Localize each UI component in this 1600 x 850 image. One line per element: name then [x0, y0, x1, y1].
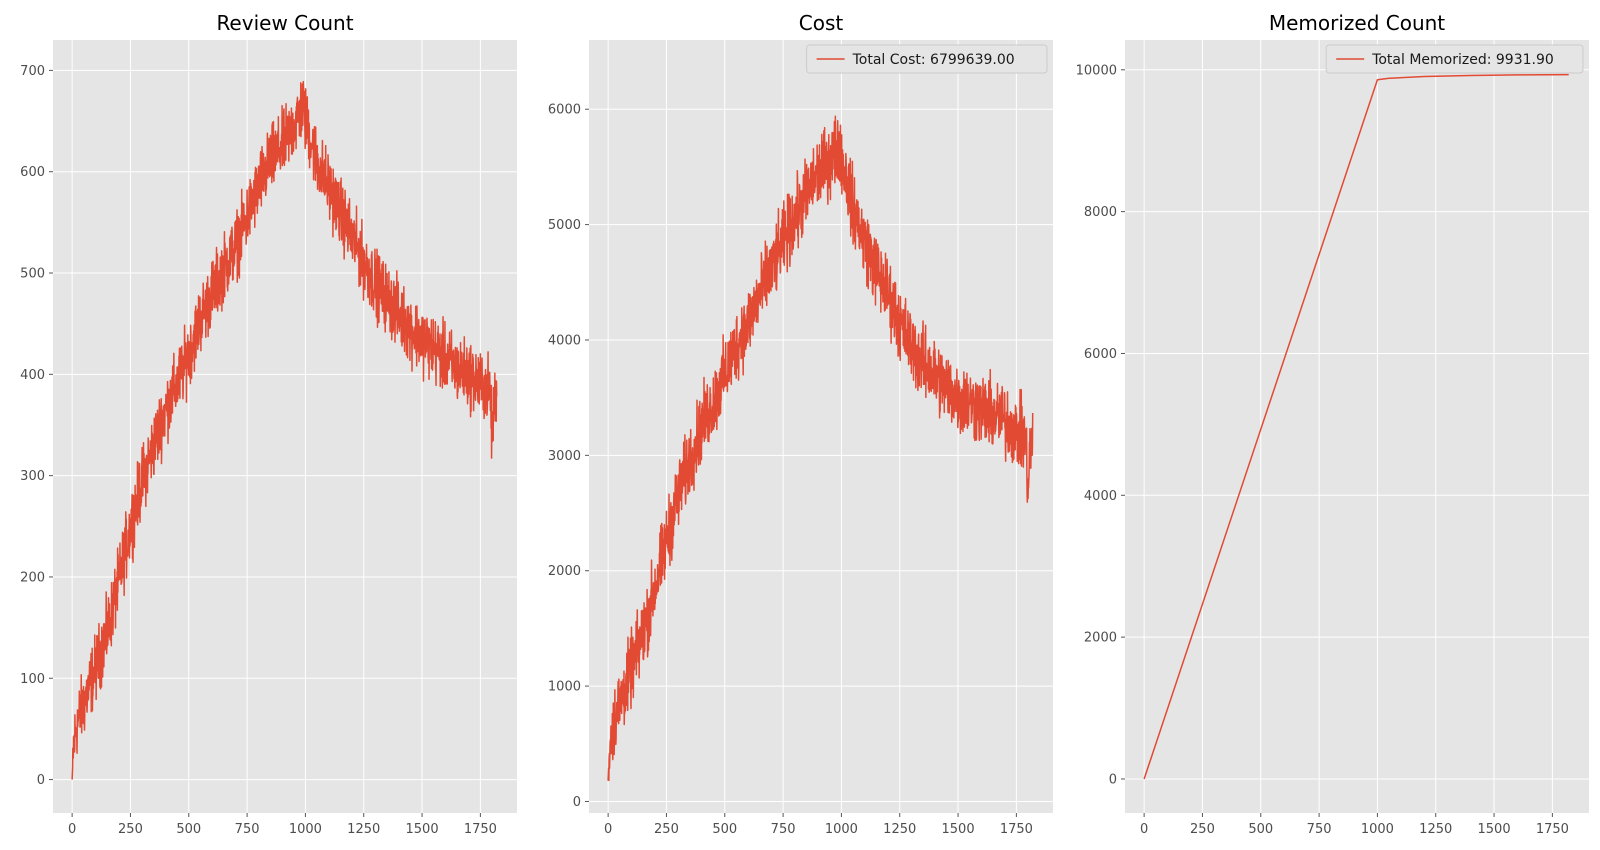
grid-lines	[1125, 40, 1589, 813]
x-tick-label: 1250	[347, 822, 380, 837]
y-tick-label: 2000	[548, 564, 581, 579]
y-tick-label: 4000	[548, 333, 581, 348]
legend-label: Total Memorized: 9931.90	[1371, 52, 1554, 68]
x-tick-label: 750	[235, 822, 260, 837]
y-tick-label: 100	[20, 672, 45, 687]
y-tick-label: 0	[1109, 772, 1117, 787]
x-tick-label: 1000	[825, 822, 858, 837]
x-tick-label: 750	[771, 822, 796, 837]
y-tick-label: 2000	[1084, 631, 1117, 646]
data-series	[1143, 73, 1569, 780]
x-tick-label: 1000	[289, 822, 322, 837]
chart-title: Memorized Count	[1269, 11, 1445, 35]
legend: Total Cost: 6799639.00	[806, 44, 1048, 74]
x-tick-label: 0	[604, 822, 612, 837]
y-tick-label: 300	[20, 469, 45, 484]
x-tick-label: 1500	[1478, 822, 1511, 837]
y-axis-ticks: 0 1000 2000 3000 4000 5000 6000	[548, 103, 589, 810]
x-tick-label: 1500	[406, 822, 439, 837]
plot-area	[1125, 40, 1589, 813]
legend-box	[1325, 44, 1584, 74]
x-tick-label: 1750	[1536, 822, 1569, 837]
data-series	[607, 115, 1034, 782]
x-tick-label: 250	[118, 822, 143, 837]
x-tick-label: 250	[654, 822, 679, 837]
y-tick-label: 8000	[1084, 205, 1117, 220]
data-series	[71, 80, 498, 780]
x-tick-label: 500	[1248, 822, 1273, 837]
chart-title: Review Count	[216, 11, 353, 35]
y-tick-label: 1000	[548, 680, 581, 695]
x-tick-label: 500	[712, 822, 737, 837]
legend-box	[806, 44, 1048, 74]
y-tick-label: 500	[20, 267, 45, 282]
y-tick-label: 0	[573, 795, 581, 810]
x-axis-ticks: 0 250 500 750 1000 1250 1500 1750	[1140, 813, 1569, 837]
subplot-review-count: 0 250 500 750 1000 1250 1500 1750 0 100 200 300 400…	[20, 11, 517, 837]
subplot-memorized-count: 0 250 500 750 1000 1250 1500 1750 0 2000 4000 6000…	[1076, 11, 1589, 837]
x-tick-label: 250	[1190, 822, 1215, 837]
y-tick-label: 600	[20, 165, 45, 180]
x-axis-ticks: 0 250 500 750 1000 1250 1500 1750	[68, 813, 497, 837]
x-tick-label: 1000	[1361, 822, 1394, 837]
x-tick-label: 0	[1140, 822, 1148, 837]
y-tick-label: 700	[20, 64, 45, 79]
y-tick-label: 6000	[1084, 347, 1117, 362]
x-tick-label: 1750	[464, 822, 497, 837]
y-tick-label: 4000	[1084, 489, 1117, 504]
series-line	[71, 80, 498, 780]
legend-label: Total Cost: 6799639.00	[852, 52, 1015, 68]
y-tick-label: 6000	[548, 103, 581, 118]
y-tick-label: 0	[37, 773, 45, 788]
y-tick-label: 200	[20, 570, 45, 585]
grid-lines	[53, 40, 517, 813]
y-axis-ticks: 0 100 200 300 400 500 600 700	[20, 64, 53, 788]
y-tick-label: 3000	[548, 449, 581, 464]
subplot-cost: 0 250 500 750 1000 1250 1500 1750 0 1000 2000 3000…	[548, 11, 1053, 837]
x-tick-label: 750	[1307, 822, 1332, 837]
x-tick-label: 1250	[883, 822, 916, 837]
y-tick-label: 5000	[548, 218, 581, 233]
series-line	[607, 115, 1034, 782]
x-tick-label: 0	[68, 822, 76, 837]
x-tick-label: 1500	[942, 822, 975, 837]
legend: Total Memorized: 9931.90	[1325, 44, 1584, 74]
x-tick-label: 1750	[1000, 822, 1033, 837]
chart-title: Cost	[799, 11, 844, 35]
y-tick-label: 400	[20, 368, 45, 383]
y-tick-label: 10000	[1076, 63, 1117, 78]
x-tick-label: 1250	[1419, 822, 1452, 837]
x-tick-label: 500	[176, 822, 201, 837]
series-line	[1143, 73, 1569, 780]
x-axis-ticks: 0 250 500 750 1000 1250 1500 1750	[604, 813, 1033, 837]
y-axis-ticks: 0 2000 4000 6000 8000 10000	[1076, 63, 1125, 787]
